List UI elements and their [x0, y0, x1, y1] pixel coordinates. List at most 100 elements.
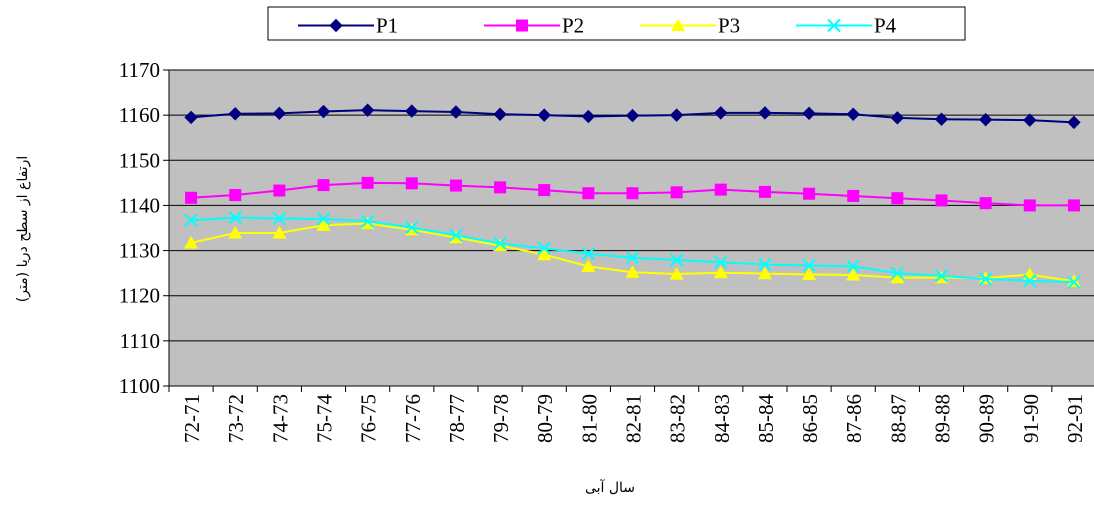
series-p2-point — [1023, 199, 1036, 212]
x-tick-label: 81-80 — [577, 394, 601, 443]
series-p2-point — [935, 194, 948, 207]
marker-stroke — [537, 241, 551, 256]
series-p1-point — [228, 107, 242, 121]
series-p2 — [185, 176, 1080, 212]
marker-stroke — [1067, 275, 1081, 289]
marker-stroke — [934, 269, 949, 283]
legend-entry-p4: P4 — [796, 14, 897, 38]
x-tick-label: 80-79 — [533, 394, 557, 443]
y-tick-label: 1140 — [119, 193, 160, 217]
marker-stroke — [625, 251, 640, 265]
legend-swatch-marker — [671, 18, 685, 32]
series-p1-point — [802, 106, 816, 121]
series-p4-point — [493, 236, 507, 251]
series-p1-point — [272, 106, 287, 121]
series-p2-point — [670, 186, 683, 199]
series-p3-point — [713, 265, 728, 279]
series-p4-point — [669, 253, 684, 267]
marker-stroke — [405, 220, 419, 235]
series-p2-point — [979, 197, 992, 210]
series-p2-point — [229, 189, 242, 202]
x-tick-label: 76-75 — [357, 394, 381, 443]
series-p1-point — [449, 105, 463, 119]
legend-swatch-marker — [827, 18, 841, 33]
series-p2-point — [758, 185, 771, 198]
x-tick-label: 85-84 — [754, 394, 778, 443]
x-tick-label: 89-88 — [931, 394, 955, 443]
y-tick-label: 1170 — [119, 58, 160, 82]
legend-entry-p2: P2 — [484, 14, 584, 38]
y-tick-label: 1130 — [119, 239, 160, 263]
marker-stroke — [714, 255, 728, 270]
marker-stroke — [581, 247, 596, 261]
legend-entry-p1: P1 — [298, 14, 398, 38]
legend-entry-p3: P3 — [640, 14, 740, 38]
series-p1-point — [758, 106, 772, 120]
series-p4-point — [802, 258, 816, 273]
series-p1-point — [714, 106, 728, 120]
marker-stroke — [493, 236, 507, 251]
legend-label: P1 — [376, 14, 398, 38]
x-tick-label: 75-74 — [313, 394, 337, 443]
marker-stroke — [360, 214, 375, 228]
series-p4-point — [846, 259, 860, 274]
marker-stroke — [669, 253, 684, 267]
y-tick-label: 1150 — [119, 148, 160, 172]
y-tick-label: 1100 — [119, 374, 160, 398]
series-p4-point — [272, 211, 287, 226]
series-p4-point — [890, 266, 905, 280]
series-p4-point — [316, 212, 331, 226]
series-p2-point — [405, 177, 418, 190]
series-p1-point — [1023, 113, 1037, 127]
x-tick-label: 77-76 — [401, 394, 425, 443]
series-p1-point — [581, 109, 596, 124]
series-p4-point — [537, 241, 551, 256]
series-p4-point — [228, 210, 242, 225]
x-axis: 72-71 73-72 74-73 75-74 76-75 77-76 78-77 79-78… — [168, 385, 1094, 443]
series-layer — [184, 103, 1081, 289]
series-p2-point — [273, 184, 286, 197]
x-tick-label: 90-89 — [975, 394, 999, 443]
x-tick-label: 82-81 — [622, 394, 646, 443]
series-p2-point — [626, 187, 639, 200]
series-p2-point — [582, 187, 595, 200]
x-tick-label: 79-78 — [489, 394, 513, 443]
marker-stroke — [316, 212, 331, 226]
marker-stroke — [272, 211, 287, 226]
marker-stroke — [846, 259, 860, 274]
series-p3-point — [846, 267, 861, 281]
series-p3-point — [316, 218, 331, 231]
series-p3-point — [802, 267, 817, 281]
series-p2-point — [847, 189, 860, 202]
series-p4-point — [360, 214, 375, 228]
series-p3-point — [272, 225, 287, 239]
series-p1-point — [890, 111, 905, 125]
y-axis-title: ارتفاع از سطح دریا (متر) — [15, 156, 31, 302]
x-tick-label: 74-73 — [268, 394, 292, 443]
x-tick-label: 86-85 — [798, 394, 822, 443]
series-p4 — [184, 210, 1081, 289]
y-axis: 1170 1160 1150 1140 1130 1120 1110 1100 — [119, 58, 170, 398]
marker-stroke — [449, 228, 463, 242]
series-p3-point — [890, 270, 905, 284]
y-tick-label: 1120 — [119, 284, 160, 308]
x-tick-label: 84-83 — [710, 394, 734, 443]
series-p4-point — [934, 269, 949, 283]
series-p3-point — [184, 235, 199, 249]
series-p4-point — [449, 228, 463, 242]
series-p2-point — [891, 192, 904, 205]
series-p1-point — [669, 108, 684, 122]
series-p4-point — [184, 213, 198, 228]
marker-stroke — [1023, 274, 1037, 288]
series-p3-point — [537, 247, 552, 261]
legend-label: P4 — [874, 14, 897, 38]
x-tick-label: 87-86 — [842, 394, 866, 443]
series-p2-point — [185, 191, 198, 204]
series-p1-point — [625, 108, 640, 123]
x-tick-label: 72-71 — [180, 394, 204, 443]
series-p1-point — [184, 110, 198, 125]
series-p1-point — [493, 107, 507, 121]
series-p2-point — [803, 187, 816, 200]
series-p3-point — [978, 271, 993, 284]
